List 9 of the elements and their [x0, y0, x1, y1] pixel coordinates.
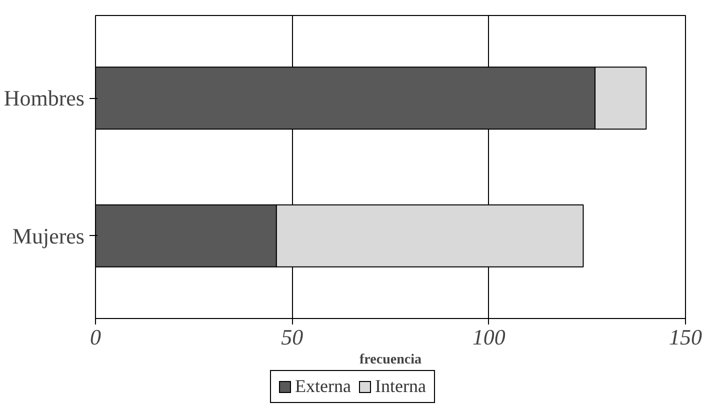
x-tick-label: 100 [472, 324, 506, 350]
x-tick-label: 50 [281, 324, 304, 350]
y-tick-label: Hombres [4, 86, 85, 111]
legend-label: Interna [374, 376, 426, 396]
legend-label: Externa [295, 376, 351, 396]
x-tick-label: 0 [90, 324, 101, 350]
x-tick-label: 150 [669, 324, 702, 350]
x-axis-title: frecuencia [360, 352, 422, 368]
y-tick-label: Mujeres [12, 223, 85, 248]
